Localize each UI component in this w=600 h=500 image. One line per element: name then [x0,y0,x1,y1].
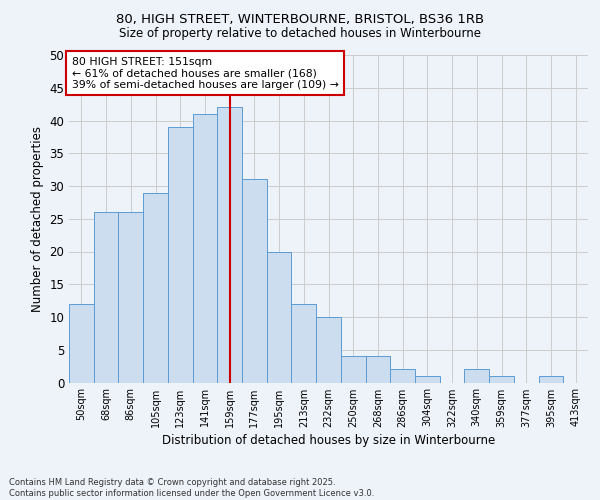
Text: 80 HIGH STREET: 151sqm
← 61% of detached houses are smaller (168)
39% of semi-de: 80 HIGH STREET: 151sqm ← 61% of detached… [71,56,338,90]
Bar [341,356,365,382]
Bar [242,180,267,382]
Bar [143,192,168,382]
Bar [316,317,341,382]
X-axis label: Distribution of detached houses by size in Winterbourne: Distribution of detached houses by size … [162,434,495,446]
Bar [168,127,193,382]
Bar [365,356,390,382]
Bar [415,376,440,382]
Bar [94,212,118,382]
Bar [489,376,514,382]
Bar [464,370,489,382]
Bar [118,212,143,382]
Y-axis label: Number of detached properties: Number of detached properties [31,126,44,312]
Text: Size of property relative to detached houses in Winterbourne: Size of property relative to detached ho… [119,28,481,40]
Bar [292,304,316,382]
Bar [193,114,217,382]
Text: Contains HM Land Registry data © Crown copyright and database right 2025.
Contai: Contains HM Land Registry data © Crown c… [9,478,374,498]
Bar [390,370,415,382]
Text: 80, HIGH STREET, WINTERBOURNE, BRISTOL, BS36 1RB: 80, HIGH STREET, WINTERBOURNE, BRISTOL, … [116,12,484,26]
Bar [539,376,563,382]
Bar [217,108,242,382]
Bar [69,304,94,382]
Bar [267,252,292,382]
